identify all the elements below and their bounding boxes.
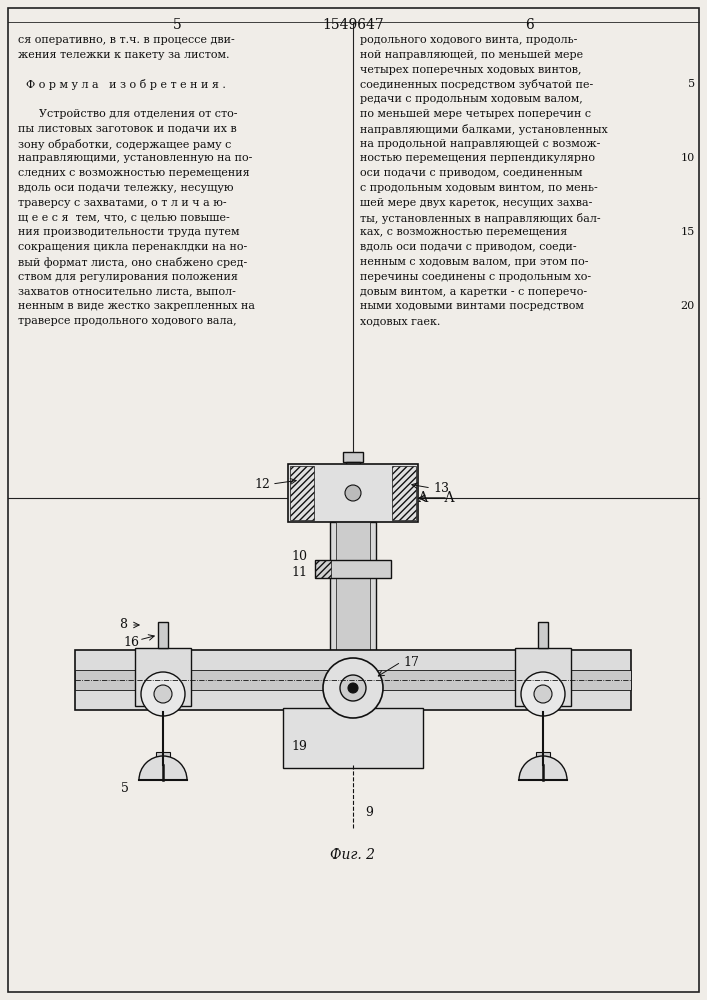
Text: захватов относительно листа, выпол-: захватов относительно листа, выпол-	[18, 287, 236, 297]
Bar	[75, 670, 631, 690]
Text: 17: 17	[403, 656, 419, 668]
Text: траверсу с захватами, о т л и ч а ю-: траверсу с захватами, о т л и ч а ю-	[18, 198, 227, 208]
Text: соединенных посредством зубчатой пе-: соединенных посредством зубчатой пе-	[360, 79, 593, 90]
Text: 10: 10	[291, 550, 307, 562]
Text: Фиг. 2: Фиг. 2	[330, 848, 375, 862]
Text: по меньшей мере четырех поперечин с: по меньшей мере четырех поперечин с	[360, 109, 591, 119]
Text: 20: 20	[681, 301, 695, 311]
Bar	[343, 452, 363, 462]
Bar	[290, 466, 314, 520]
Text: 19: 19	[291, 740, 307, 752]
Text: А – А: А – А	[418, 491, 455, 505]
Text: ты, установленных в направляющих бал-: ты, установленных в направляющих бал-	[360, 213, 601, 224]
Text: 16: 16	[123, 636, 139, 648]
Text: вдоль оси подачи тележку, несущую: вдоль оси подачи тележку, несущую	[18, 183, 233, 193]
Bar	[336, 522, 370, 650]
Bar	[536, 752, 550, 762]
Wedge shape	[519, 756, 567, 780]
Text: траверсе продольного ходового вала,: траверсе продольного ходового вала,	[18, 316, 237, 326]
Text: Устройство для отделения от сто-: Устройство для отделения от сто-	[18, 109, 238, 119]
Text: жения тележки к пакету за листом.: жения тележки к пакету за листом.	[18, 50, 230, 60]
Text: 5: 5	[688, 79, 695, 89]
Text: зону обработки, содержащее раму с: зону обработки, содержащее раму с	[18, 139, 231, 150]
Text: 9: 9	[365, 806, 373, 818]
Text: вый формат листа, оно снабжено сред-: вый формат листа, оно снабжено сред-	[18, 257, 247, 268]
Text: ством для регулирования положения: ством для регулирования положения	[18, 272, 238, 282]
Text: Ф о р м у л а   и з о б р е т е н и я .: Ф о р м у л а и з о б р е т е н и я .	[26, 79, 226, 90]
Text: 5: 5	[173, 18, 182, 32]
Text: ся оперативно, в т.ч. в процессе дви-: ся оперативно, в т.ч. в процессе дви-	[18, 35, 235, 45]
Text: на продольной направляющей с возмож-: на продольной направляющей с возмож-	[360, 139, 600, 149]
Circle shape	[154, 685, 172, 703]
Text: ходовых гаек.: ходовых гаек.	[360, 316, 440, 326]
Text: 11: 11	[291, 566, 307, 578]
Text: оси подачи с приводом, соединенным: оси подачи с приводом, соединенным	[360, 168, 583, 178]
Text: 1549647: 1549647	[322, 18, 384, 32]
Bar	[330, 522, 376, 650]
Text: четырех поперечных ходовых винтов,: четырех поперечных ходовых винтов,	[360, 65, 581, 75]
Bar	[288, 464, 418, 522]
Circle shape	[534, 685, 552, 703]
Bar	[75, 650, 631, 710]
Bar	[315, 560, 391, 578]
Text: 5: 5	[121, 782, 129, 794]
Text: 8: 8	[119, 618, 127, 632]
Bar	[515, 648, 571, 706]
Circle shape	[348, 683, 358, 693]
Text: ностью перемещения перпендикулярно: ностью перемещения перпендикулярно	[360, 153, 595, 163]
Text: следних с возможностью перемещения: следних с возможностью перемещения	[18, 168, 250, 178]
Text: 15: 15	[681, 227, 695, 237]
Bar	[156, 752, 170, 762]
Text: родольного ходового винта, продоль-: родольного ходового винта, продоль-	[360, 35, 578, 45]
Text: направляющими, установленную на по-: направляющими, установленную на по-	[18, 153, 252, 163]
Text: ках, с возможностью перемещения: ках, с возможностью перемещения	[360, 227, 567, 237]
Text: ненным с ходовым валом, при этом по-: ненным с ходовым валом, при этом по-	[360, 257, 588, 267]
Text: направляющими балками, установленных: направляющими балками, установленных	[360, 124, 608, 135]
Bar	[538, 622, 548, 648]
Text: ния производительности труда путем: ния производительности труда путем	[18, 227, 240, 237]
Text: 10: 10	[681, 153, 695, 163]
Bar	[392, 466, 416, 520]
Circle shape	[521, 672, 565, 716]
Text: 12: 12	[254, 478, 270, 490]
Bar	[346, 462, 360, 484]
Bar	[158, 622, 168, 648]
Circle shape	[345, 485, 361, 501]
Bar	[315, 560, 331, 578]
Text: щ е е с я  тем, что, с целью повыше-: щ е е с я тем, что, с целью повыше-	[18, 213, 230, 223]
Bar	[135, 648, 191, 706]
Text: пы листовых заготовок и подачи их в: пы листовых заготовок и подачи их в	[18, 124, 237, 134]
Circle shape	[323, 658, 383, 718]
Text: 6: 6	[525, 18, 534, 32]
Text: ненным в виде жестко закрепленных на: ненным в виде жестко закрепленных на	[18, 301, 255, 311]
Circle shape	[141, 672, 185, 716]
Text: 13: 13	[433, 482, 449, 494]
Text: ными ходовыми винтами посредством: ными ходовыми винтами посредством	[360, 301, 584, 311]
Wedge shape	[139, 756, 187, 780]
Circle shape	[340, 675, 366, 701]
Text: ной направляющей, по меньшей мере: ной направляющей, по меньшей мере	[360, 50, 583, 60]
Text: шей мере двух кареток, несущих захва-: шей мере двух кареток, несущих захва-	[360, 198, 592, 208]
Bar	[283, 708, 423, 768]
Text: перечины соединены с продольным хо-: перечины соединены с продольным хо-	[360, 272, 591, 282]
Text: довым винтом, а каретки - с поперечо-: довым винтом, а каретки - с поперечо-	[360, 287, 587, 297]
Text: редачи с продольным ходовым валом,: редачи с продольным ходовым валом,	[360, 94, 583, 104]
Text: с продольным ходовым винтом, по мень-: с продольным ходовым винтом, по мень-	[360, 183, 597, 193]
Text: сокращения цикла перенаклдки на но-: сокращения цикла перенаклдки на но-	[18, 242, 247, 252]
Text: вдоль оси подачи с приводом, соеди-: вдоль оси подачи с приводом, соеди-	[360, 242, 577, 252]
